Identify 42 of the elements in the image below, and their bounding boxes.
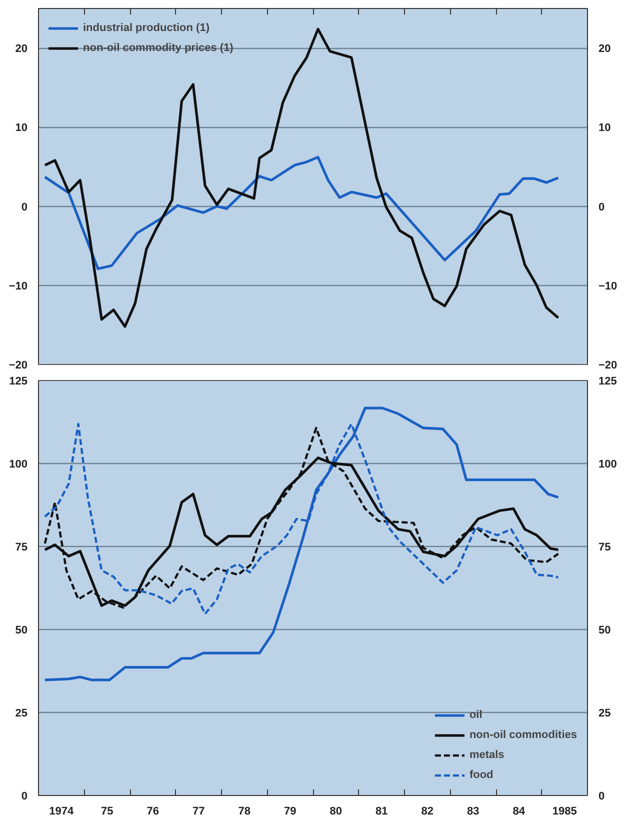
y2-tick-label: 25 (598, 708, 611, 720)
y-tick-label: 25 (15, 708, 28, 720)
y2-tick-label: 100 (598, 458, 617, 470)
y2-tick-label: 0 (598, 790, 605, 802)
y2-tick-label: 10 (598, 122, 611, 134)
y2-tick-label: 0 (598, 201, 605, 214)
x-tick-label: 83 (467, 806, 480, 818)
y-tick-label: −20 (8, 360, 28, 372)
legend-label: food (469, 768, 494, 782)
legend-label: metals (469, 748, 504, 762)
x-tick-label: 75 (101, 806, 114, 818)
y-tick-label: 0 (21, 790, 28, 802)
y-tick-label: −10 (8, 280, 28, 292)
legend-label: non-oil commodities (469, 728, 577, 742)
x-tick-label: 1974 (49, 806, 74, 818)
y2-tick-label: 20 (598, 43, 611, 56)
y-tick-label: 75 (15, 542, 28, 554)
legend-label: oil (469, 708, 484, 722)
y2-tick-label: 50 (598, 624, 611, 636)
x-tick-label: 84 (512, 806, 526, 818)
y2-tick-label: −20 (598, 360, 618, 372)
line-series (44, 406, 560, 682)
x-tick-label: 82 (421, 806, 434, 818)
x-tick-label: 79 (284, 806, 296, 818)
y-tick-label: 50 (15, 624, 28, 636)
x-tick-label: 76 (146, 806, 160, 818)
y-tick-label: 20 (15, 43, 28, 56)
x-tick-label: 78 (238, 806, 251, 818)
y-tick-label: 0 (21, 201, 28, 214)
y2-tick-label: −10 (598, 280, 618, 292)
y2-tick-label: 125 (598, 376, 617, 388)
y-tick-label: 125 (9, 376, 28, 388)
x-tick-label: 80 (330, 806, 342, 818)
legend-label: industrial production (1) (83, 21, 210, 35)
x-tick-label: 1985 (552, 806, 577, 818)
y-tick-label: 100 (9, 458, 28, 470)
x-tick-label: 77 (192, 806, 205, 818)
y-tick-label: 10 (15, 122, 28, 134)
x-tick-label: 81 (376, 806, 388, 818)
y2-tick-label: 75 (598, 542, 611, 554)
line-series (44, 156, 560, 270)
legend-label: non-oil commodity prices (1) (83, 41, 234, 55)
